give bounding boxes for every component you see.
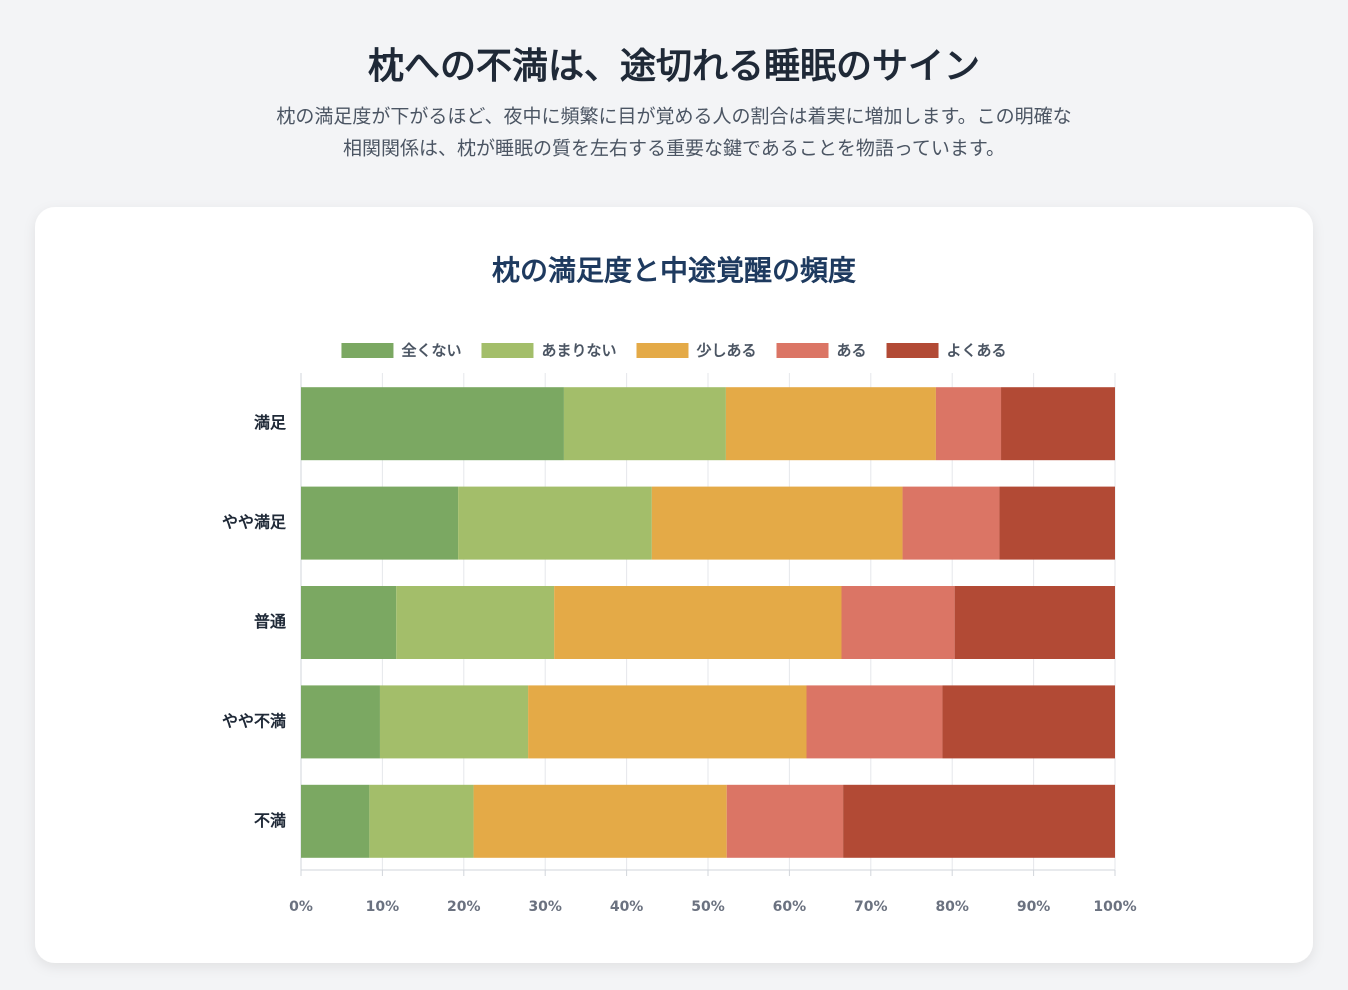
bar-segment — [301, 387, 564, 461]
y-tick-label: やや不満 — [222, 711, 286, 730]
page-subtitle: 枕の満足度が下がるほど、夜中に頻繁に目が覚める人の割合は着実に増加します。この明… — [276, 106, 1071, 128]
bar-segment — [396, 586, 555, 659]
chart-title: 枕の満足度と中途覚醒の頻度 — [492, 254, 856, 287]
legend-label: 少しある — [696, 342, 756, 360]
bar-segment — [379, 685, 529, 759]
bar-segment — [369, 784, 474, 858]
bar-segment — [301, 685, 380, 759]
bar-segment — [301, 784, 370, 858]
x-tick-label: 20% — [447, 899, 481, 915]
y-tick-label: 不満 — [254, 811, 286, 830]
bar-segment — [726, 784, 844, 858]
bar-segment — [841, 586, 955, 659]
page-title: 枕への不満は、途切れる睡眠のサイン — [368, 46, 980, 87]
y-tick-label: 普通 — [254, 612, 287, 631]
x-tick-label: 70% — [854, 899, 888, 915]
bar-segment — [725, 387, 936, 461]
legend-swatch — [481, 343, 534, 358]
x-tick-label: 0% — [289, 899, 313, 915]
x-tick-label: 40% — [610, 899, 644, 915]
bar-segment — [528, 685, 807, 759]
bar-segment — [651, 486, 903, 560]
bar-segment — [935, 387, 1002, 461]
bar-segment — [1001, 387, 1115, 461]
x-tick-label: 50% — [691, 899, 725, 915]
y-tick-label: やや満足 — [222, 513, 287, 532]
bar-segment — [942, 685, 1115, 759]
x-tick-label: 10% — [366, 899, 400, 915]
bar-segment — [473, 784, 727, 858]
legend-swatch — [341, 343, 394, 358]
legend-label: よくある — [947, 342, 1007, 360]
x-tick-label: 100% — [1093, 899, 1136, 915]
bar-segment — [563, 387, 726, 461]
bar-segment — [999, 486, 1115, 560]
bar-segment — [554, 586, 842, 659]
bar-segment — [954, 586, 1115, 659]
bar-segment — [843, 784, 1115, 858]
legend-label: ある — [837, 342, 867, 360]
x-tick-label: 90% — [1017, 899, 1051, 915]
page-subtitle: 相関関係は、枕が睡眠の質を左右する重要な鍵であることを物語っています。 — [343, 138, 1005, 160]
bar-segment — [806, 685, 943, 759]
bar-segment — [458, 486, 652, 560]
x-tick-label: 60% — [773, 899, 807, 915]
bar-segment — [902, 486, 1000, 560]
legend-swatch — [886, 343, 939, 358]
x-tick-label: 30% — [528, 899, 562, 915]
legend-swatch — [636, 343, 689, 358]
bar-segment — [301, 486, 459, 560]
bar-segment — [301, 586, 397, 659]
legend-label: 全くない — [401, 342, 461, 360]
legend-label: あまりない — [541, 342, 616, 360]
x-tick-label: 80% — [935, 899, 969, 915]
legend-swatch — [776, 343, 829, 358]
y-tick-label: 満足 — [254, 413, 287, 432]
